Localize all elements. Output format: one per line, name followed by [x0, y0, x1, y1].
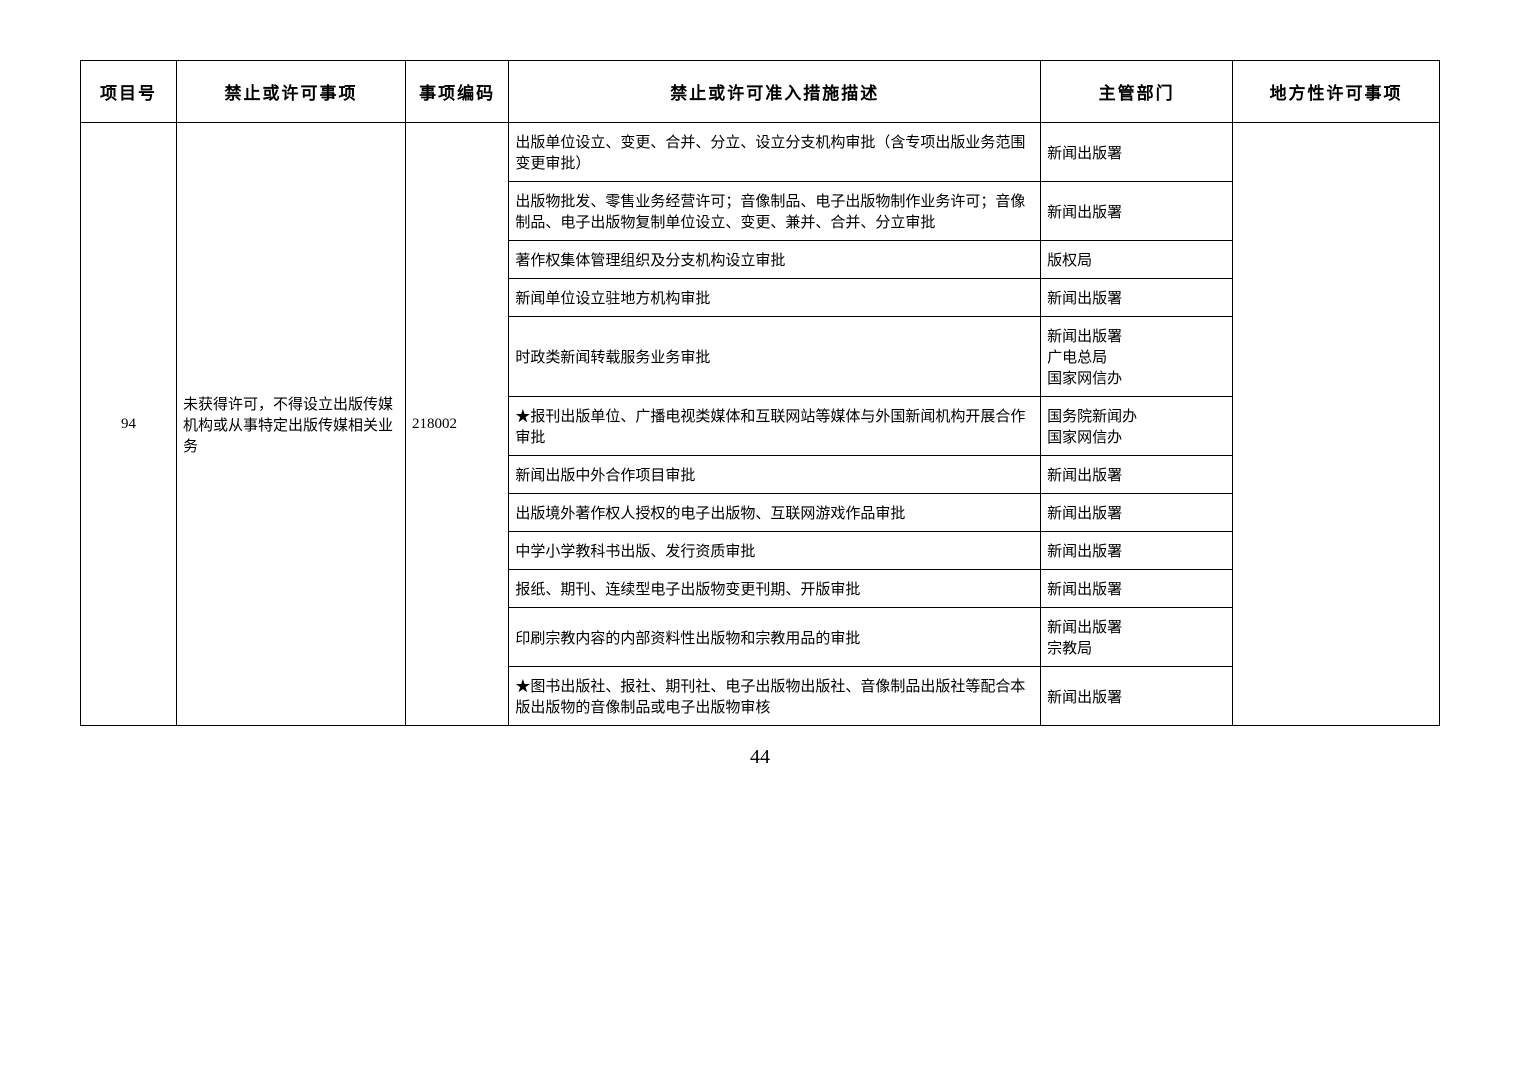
cell-dept: 新闻出版署 — [1041, 570, 1233, 608]
cell-item: 未获得许可，不得设立出版传媒机构或从事特定出版传媒相关业务 — [177, 123, 406, 726]
cell-dept: 新闻出版署 — [1041, 667, 1233, 726]
cell-desc: 时政类新闻转载服务业务审批 — [509, 317, 1041, 397]
header-row: 项目号 禁止或许可事项 事项编码 禁止或许可准入措施描述 主管部门 地方性许可事… — [81, 61, 1440, 123]
cell-desc: ★图书出版社、报社、期刊社、电子出版物出版社、音像制品出版社等配合本版出版物的音… — [509, 667, 1041, 726]
cell-dept: 版权局 — [1041, 241, 1233, 279]
header-dept: 主管部门 — [1041, 61, 1233, 123]
table-row: 94未获得许可，不得设立出版传媒机构或从事特定出版传媒相关业务218002出版单… — [81, 123, 1440, 182]
cell-desc: 出版单位设立、变更、合并、分立、设立分支机构审批（含专项出版业务范围变更审批） — [509, 123, 1041, 182]
cell-dept: 国务院新闻办 国家网信办 — [1041, 397, 1233, 456]
cell-desc: 印刷宗教内容的内部资料性出版物和宗教用品的审批 — [509, 608, 1041, 667]
cell-dept: 新闻出版署 — [1041, 182, 1233, 241]
cell-dept: 新闻出版署 宗教局 — [1041, 608, 1233, 667]
header-project-id: 项目号 — [81, 61, 177, 123]
header-code: 事项编码 — [405, 61, 508, 123]
cell-code: 218002 — [405, 123, 508, 726]
cell-local — [1233, 123, 1440, 726]
cell-dept: 新闻出版署 — [1041, 494, 1233, 532]
regulation-table: 项目号 禁止或许可事项 事项编码 禁止或许可准入措施描述 主管部门 地方性许可事… — [80, 60, 1440, 726]
cell-project-id: 94 — [81, 123, 177, 726]
cell-desc: 著作权集体管理组织及分支机构设立审批 — [509, 241, 1041, 279]
cell-dept: 新闻出版署 广电总局 国家网信办 — [1041, 317, 1233, 397]
cell-desc: 新闻单位设立驻地方机构审批 — [509, 279, 1041, 317]
table-body: 94未获得许可，不得设立出版传媒机构或从事特定出版传媒相关业务218002出版单… — [81, 123, 1440, 726]
cell-desc: 出版物批发、零售业务经营许可；音像制品、电子出版物制作业务许可；音像制品、电子出… — [509, 182, 1041, 241]
header-local: 地方性许可事项 — [1233, 61, 1440, 123]
cell-desc: 出版境外著作权人授权的电子出版物、互联网游戏作品审批 — [509, 494, 1041, 532]
page-number: 44 — [80, 746, 1440, 769]
cell-dept: 新闻出版署 — [1041, 456, 1233, 494]
cell-dept: 新闻出版署 — [1041, 123, 1233, 182]
header-desc: 禁止或许可准入措施描述 — [509, 61, 1041, 123]
cell-desc: 报纸、期刊、连续型电子出版物变更刊期、开版审批 — [509, 570, 1041, 608]
cell-dept: 新闻出版署 — [1041, 532, 1233, 570]
cell-desc: ★报刊出版单位、广播电视类媒体和互联网站等媒体与外国新闻机构开展合作审批 — [509, 397, 1041, 456]
cell-desc: 中学小学教科书出版、发行资质审批 — [509, 532, 1041, 570]
cell-desc: 新闻出版中外合作项目审批 — [509, 456, 1041, 494]
cell-dept: 新闻出版署 — [1041, 279, 1233, 317]
header-item: 禁止或许可事项 — [177, 61, 406, 123]
